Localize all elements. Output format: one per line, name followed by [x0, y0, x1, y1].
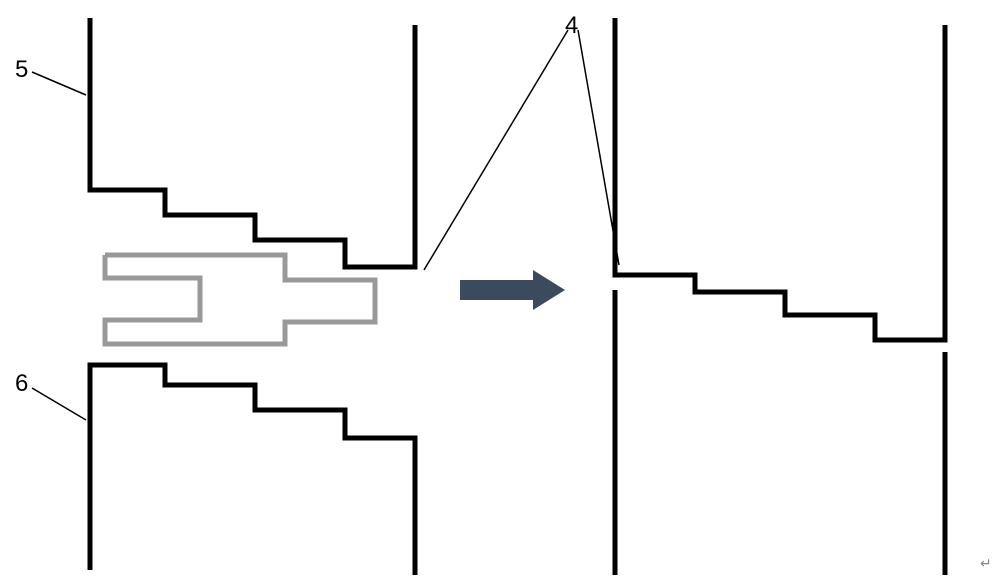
label-5: 5: [15, 56, 28, 84]
diagram-canvas: [0, 0, 1000, 578]
leader-line-5: [32, 72, 86, 95]
leader-line-left: [424, 30, 568, 270]
leader-line-6: [32, 388, 86, 420]
right-upper-profile: [615, 18, 945, 340]
label-6: 6: [15, 370, 28, 398]
left-upper-profile: [90, 18, 415, 267]
left-lower-profile: [90, 365, 415, 575]
label-4: 4: [565, 12, 578, 40]
gray-inner-profile: [105, 255, 375, 344]
return-char: ↵: [980, 555, 992, 572]
arrow-icon: [460, 270, 565, 310]
